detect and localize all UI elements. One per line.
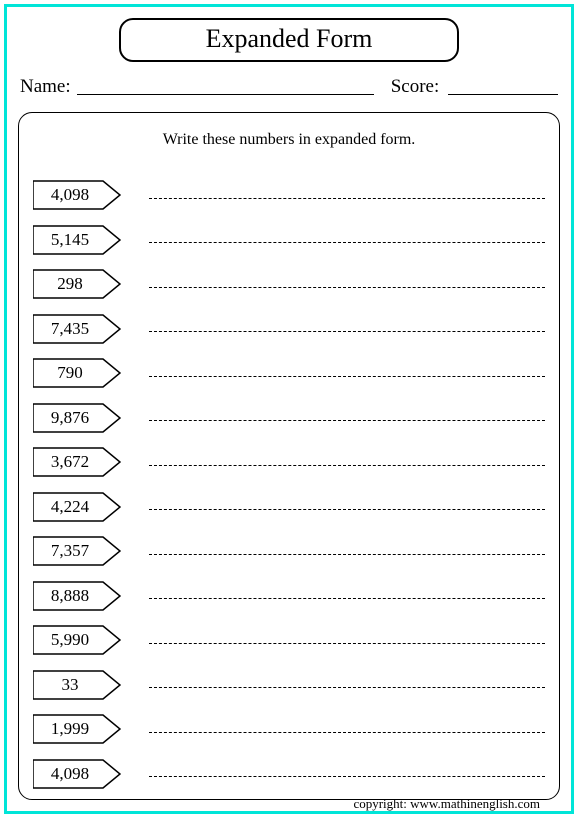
number-arrow: 5,145 bbox=[33, 225, 121, 255]
problem-row: 4,224 bbox=[33, 485, 545, 530]
number-label: 5,145 bbox=[33, 225, 103, 255]
answer-line[interactable] bbox=[149, 598, 545, 599]
number-arrow: 298 bbox=[33, 269, 121, 299]
number-label: 1,999 bbox=[33, 714, 103, 744]
problem-row: 8,888 bbox=[33, 574, 545, 619]
answer-line[interactable] bbox=[149, 287, 545, 288]
number-label: 8,888 bbox=[33, 581, 103, 611]
title-box: Expanded Form bbox=[119, 18, 459, 62]
answer-line[interactable] bbox=[149, 376, 545, 377]
number-arrow: 33 bbox=[33, 670, 121, 700]
answer-line[interactable] bbox=[149, 732, 545, 733]
instruction-text: Write these numbers in expanded form. bbox=[33, 131, 545, 149]
number-label: 3,672 bbox=[33, 447, 103, 477]
number-arrow: 4,098 bbox=[33, 180, 121, 210]
number-label: 9,876 bbox=[33, 403, 103, 433]
answer-line[interactable] bbox=[149, 554, 545, 555]
problem-row: 7,357 bbox=[33, 529, 545, 574]
problem-row: 3,672 bbox=[33, 440, 545, 485]
number-label: 4,224 bbox=[33, 492, 103, 522]
problems-container: Write these numbers in expanded form. 4,… bbox=[18, 112, 560, 800]
problem-row: 4,098 bbox=[33, 752, 545, 797]
number-arrow: 4,224 bbox=[33, 492, 121, 522]
problem-row: 1,999 bbox=[33, 707, 545, 752]
number-arrow: 5,990 bbox=[33, 625, 121, 655]
answer-line[interactable] bbox=[149, 465, 545, 466]
answer-line[interactable] bbox=[149, 776, 545, 777]
problem-rows: 4,098 5,145 298 7,435 790 9,876 3,672 4,224 7,35… bbox=[33, 173, 545, 796]
problem-row: 33 bbox=[33, 663, 545, 708]
number-arrow: 8,888 bbox=[33, 581, 121, 611]
number-arrow: 1,999 bbox=[33, 714, 121, 744]
problem-row: 9,876 bbox=[33, 396, 545, 441]
answer-line[interactable] bbox=[149, 331, 545, 332]
problem-row: 5,145 bbox=[33, 218, 545, 263]
answer-line[interactable] bbox=[149, 198, 545, 199]
number-arrow: 4,098 bbox=[33, 759, 121, 789]
answer-line[interactable] bbox=[149, 242, 545, 243]
number-label: 7,357 bbox=[33, 536, 103, 566]
answer-line[interactable] bbox=[149, 687, 545, 688]
worksheet-title: Expanded Form bbox=[206, 24, 373, 53]
problem-row: 298 bbox=[33, 262, 545, 307]
score-label: Score: bbox=[386, 76, 444, 98]
answer-line[interactable] bbox=[149, 420, 545, 421]
number-label: 790 bbox=[33, 358, 103, 388]
name-blank-line[interactable] bbox=[77, 94, 374, 95]
copyright-text: copyright: www.mathinenglish.com bbox=[353, 796, 540, 812]
answer-line[interactable] bbox=[149, 509, 545, 510]
number-label: 4,098 bbox=[33, 180, 103, 210]
number-label: 5,990 bbox=[33, 625, 103, 655]
number-arrow: 790 bbox=[33, 358, 121, 388]
problem-row: 7,435 bbox=[33, 307, 545, 352]
problem-row: 5,990 bbox=[33, 618, 545, 663]
number-arrow: 9,876 bbox=[33, 403, 121, 433]
name-score-row: Name: Score: bbox=[18, 76, 560, 98]
number-label: 298 bbox=[33, 269, 103, 299]
problem-row: 4,098 bbox=[33, 173, 545, 218]
problem-row: 790 bbox=[33, 351, 545, 396]
number-arrow: 7,435 bbox=[33, 314, 121, 344]
number-label: 33 bbox=[33, 670, 103, 700]
number-arrow: 3,672 bbox=[33, 447, 121, 477]
answer-line[interactable] bbox=[149, 643, 545, 644]
number-label: 4,098 bbox=[33, 759, 103, 789]
number-arrow: 7,357 bbox=[33, 536, 121, 566]
number-label: 7,435 bbox=[33, 314, 103, 344]
score-blank-line[interactable] bbox=[448, 94, 558, 95]
worksheet-content: Expanded Form Name: Score: Write these n… bbox=[18, 18, 560, 796]
name-label: Name: bbox=[20, 76, 75, 98]
